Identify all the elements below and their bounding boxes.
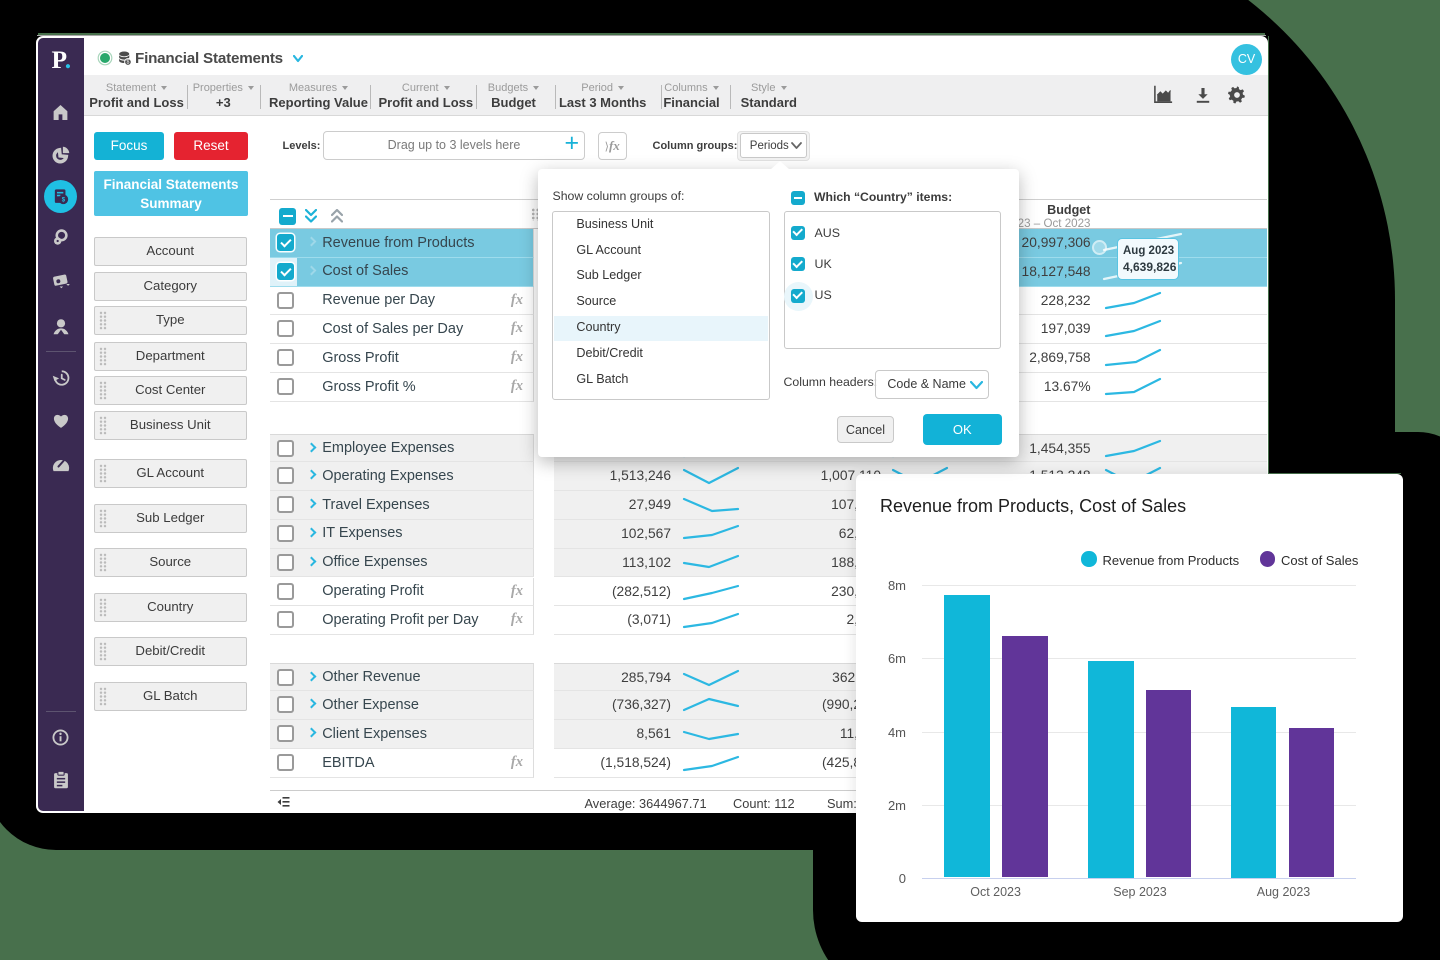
svg-text:$: $ [126, 60, 129, 66]
svg-text:$: $ [62, 197, 66, 203]
